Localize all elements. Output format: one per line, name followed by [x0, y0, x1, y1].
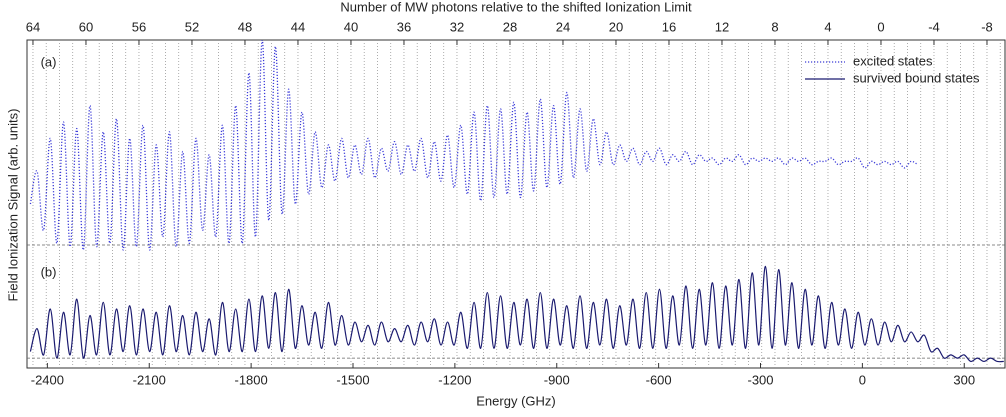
top-tick-label: -8 [981, 19, 993, 34]
top-tick-label: 24 [556, 19, 570, 34]
top-tick-label: 56 [132, 19, 146, 34]
top-tick-label: 8 [771, 19, 778, 34]
x-axis-label: Energy (GHz) [476, 393, 555, 408]
x-tick-label: -1200 [438, 372, 471, 387]
x-tick-label: -2400 [31, 372, 64, 387]
top-tick-label: 60 [79, 19, 93, 34]
top-tick-label: -4 [928, 19, 940, 34]
legend-label: survived bound states [853, 70, 980, 85]
x-tick-label: -1800 [235, 372, 268, 387]
series-line [29, 40, 919, 251]
x-tick-label: 0 [859, 372, 866, 387]
x-tick-label: -1500 [336, 372, 369, 387]
top-tick-label: 0 [877, 19, 884, 34]
series-line [29, 265, 1004, 363]
x-tick-label: -300 [747, 372, 773, 387]
panel-label: (a) [41, 54, 57, 69]
top-axis-title: Number of MW photons relative to the shi… [340, 0, 692, 14]
top-tick-label: 40 [344, 19, 358, 34]
x-tick-label: -2100 [133, 372, 166, 387]
top-tick-label: 52 [185, 19, 199, 34]
top-tick-label: 32 [450, 19, 464, 34]
x-tick-label: 300 [953, 372, 975, 387]
top-tick-label: 36 [397, 19, 411, 34]
y-axis-label: Field Ionization Signal (arb. units) [5, 109, 20, 302]
top-tick-label: 48 [238, 19, 252, 34]
top-tick-label: 20 [609, 19, 623, 34]
top-tick-label: 12 [715, 19, 729, 34]
top-tick-label: 44 [291, 19, 305, 34]
top-tick-label: 4 [824, 19, 831, 34]
top-tick-label: 28 [503, 19, 517, 34]
panel-label: (b) [41, 264, 57, 279]
x-tick-label: -600 [646, 372, 672, 387]
top-tick-label: 16 [662, 19, 676, 34]
top-tick-label: 64 [26, 19, 40, 34]
x-tick-label: -900 [544, 372, 570, 387]
plot-frame [26, 39, 1006, 369]
legend-label: excited states [853, 53, 933, 68]
